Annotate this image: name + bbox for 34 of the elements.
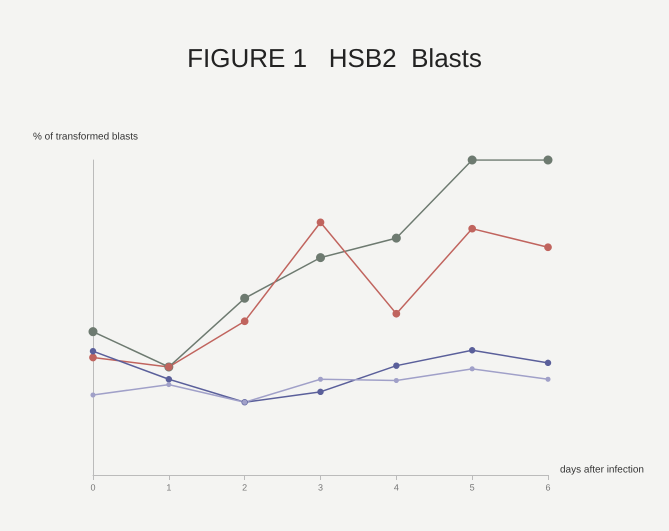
point — [394, 378, 399, 384]
point — [90, 348, 96, 354]
x-tick-label: 2 — [242, 482, 248, 492]
x-tick-label: 5 — [470, 482, 475, 492]
point — [88, 327, 98, 336]
x-axis-title: days after infection — [560, 464, 644, 476]
point — [544, 243, 552, 252]
point — [468, 347, 476, 354]
point — [317, 388, 324, 396]
chart-title: FIGURE 1 HSB2 Blasts — [187, 43, 482, 73]
x-tick-label: 3 — [318, 482, 324, 492]
point — [544, 156, 552, 164]
x-tick-label: 4 — [394, 482, 399, 492]
point — [468, 156, 477, 164]
x-tick-label: 1 — [166, 482, 172, 492]
point — [240, 317, 249, 326]
point — [545, 376, 551, 382]
point — [470, 366, 475, 372]
point — [90, 392, 96, 398]
point — [318, 376, 324, 382]
point — [166, 376, 172, 382]
y-axis-title: % of transformed blasts — [33, 132, 138, 142]
point — [544, 360, 552, 366]
x-tick-label: 6 — [545, 482, 551, 492]
point — [468, 224, 476, 233]
point — [316, 253, 325, 262]
point — [316, 218, 324, 226]
point — [393, 362, 400, 369]
point — [240, 294, 250, 303]
point — [166, 382, 172, 388]
point — [89, 354, 97, 362]
point — [392, 310, 400, 318]
point — [392, 234, 401, 243]
x-tick-label: 0 — [90, 482, 96, 492]
